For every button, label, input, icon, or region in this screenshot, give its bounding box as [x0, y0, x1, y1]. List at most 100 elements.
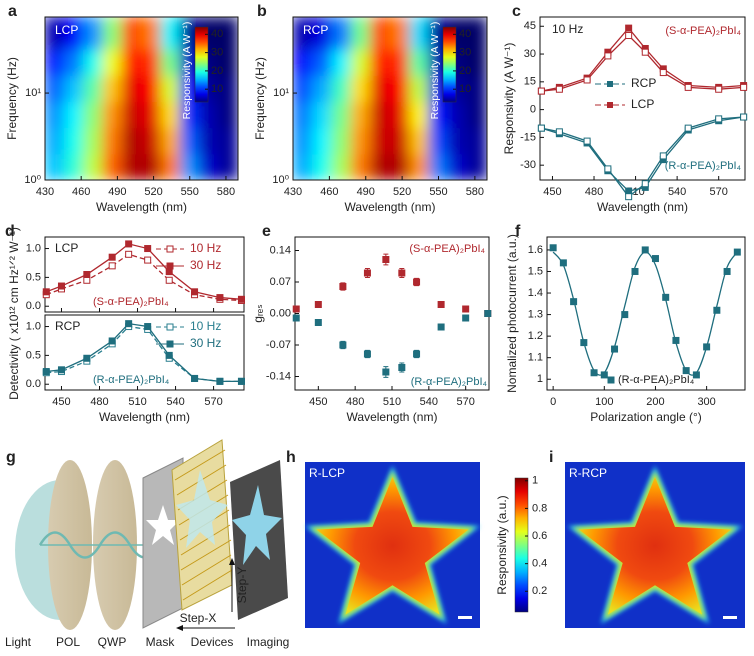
legend-marker [166, 262, 174, 270]
heatmap-cell [370, 127, 391, 155]
series-marker [740, 83, 748, 91]
heatmap-cell [389, 74, 410, 102]
y-tick-label: -15 [520, 131, 536, 143]
heatmap-cell [370, 100, 391, 129]
series-marker [144, 323, 152, 331]
heatmap-cell [311, 100, 333, 129]
heatmap-cell [218, 127, 238, 155]
heatmap-cell [408, 100, 430, 129]
heatmap-cell [311, 17, 333, 50]
y-tick-label: 0 [530, 104, 536, 116]
component-label: Imaging [247, 635, 290, 649]
series-marker [684, 83, 692, 91]
x-tick-label: 520 [144, 186, 162, 198]
heatmap-cell [311, 127, 333, 155]
colorbar [442, 26, 457, 103]
colorbar-tick-label: 40 [459, 28, 471, 40]
y-tick-label: -0.07 [266, 339, 291, 351]
heatmap-cell [63, 17, 85, 50]
series-marker [583, 137, 591, 145]
data-point [570, 298, 578, 306]
plot-frame [546, 236, 746, 391]
heatmap-cell [198, 153, 220, 180]
annotation: (R-α-PEA)₂PbI₄ [618, 374, 695, 386]
y-tick-label: 0.5 [26, 349, 41, 361]
data-point [462, 314, 470, 322]
legend-marker [166, 245, 174, 253]
component-label: Mask [146, 635, 176, 649]
plot-frame [294, 236, 490, 391]
panel-letter: b [257, 3, 267, 20]
series-marker [237, 377, 245, 385]
data-point [398, 364, 406, 371]
y-tick-label: 1.0 [26, 242, 41, 254]
series-marker [125, 320, 133, 328]
heatmap-cell [350, 74, 372, 102]
x-tick-label: 460 [320, 186, 338, 198]
series-marker [659, 152, 667, 160]
heatmap-cell [293, 100, 313, 129]
series-marker [641, 180, 649, 188]
data-point [437, 301, 445, 308]
heatmap-cell [83, 48, 104, 76]
heatmap-cell [408, 153, 430, 180]
x-tick-label: 540 [166, 396, 184, 408]
colorbar-label: Responsivity (A W⁻¹) [429, 22, 441, 120]
y-tick-label: 10¹ [273, 87, 289, 99]
panel-letter: h [286, 449, 296, 466]
x-tick-label: 480 [90, 396, 108, 408]
x-tick-label: 200 [646, 396, 664, 408]
heatmap-cell [408, 74, 430, 102]
chart-title: 10 Hz [552, 22, 583, 36]
heatmap-cell [293, 127, 313, 155]
heatmap-cell [311, 48, 333, 76]
y-tick-label: 1.5 [528, 265, 543, 277]
colorbar-tick-label: 0.8 [532, 502, 547, 514]
series-marker [216, 294, 224, 302]
data-point [549, 244, 557, 252]
heatmap-cell [389, 17, 410, 50]
colorbar-tick-label: 0.4 [532, 558, 547, 570]
x-tick-label: 550 [429, 186, 447, 198]
series-line [541, 116, 744, 198]
y-tick-label: 0.14 [270, 244, 291, 256]
colorbar [514, 477, 529, 613]
heatmap-cell [331, 48, 352, 76]
x-tick-label: 450 [543, 186, 561, 198]
series-line [46, 243, 242, 300]
data-point [672, 336, 680, 344]
heatmap [293, 17, 487, 180]
annotation: (R-α-PEA)₂PbI₄ [411, 376, 488, 388]
series-marker [165, 276, 173, 284]
x-tick-label: 570 [710, 186, 728, 198]
data-point [713, 306, 721, 314]
image-label: R-RCP [569, 466, 607, 480]
data-point [413, 350, 421, 358]
x-tick-label: 540 [420, 396, 438, 408]
panel-letter: a [8, 3, 17, 20]
series-marker [684, 124, 692, 132]
series-marker [537, 124, 545, 132]
plot-frame [44, 314, 245, 391]
data-point [662, 293, 670, 301]
x-tick-label: 460 [72, 186, 90, 198]
heatmap-cell [447, 127, 469, 155]
x-tick-label: 570 [456, 396, 474, 408]
heatmap-cell [179, 153, 200, 180]
x-tick-label: 520 [393, 186, 411, 198]
colorbar-label: Responsivity (A W⁻¹) [181, 22, 193, 120]
series-marker [125, 250, 133, 258]
colorbar-tick-label: 1 [532, 475, 538, 487]
heatmap-cell [350, 153, 372, 180]
component-label: QWP [98, 635, 127, 649]
colorbar-tick-label: 30 [459, 47, 471, 59]
heatmap-cell [121, 48, 142, 76]
heatmap-cell [45, 100, 65, 129]
panel-letter: d [5, 223, 15, 240]
series-marker [83, 271, 91, 278]
star [316, 477, 469, 615]
arrowhead [176, 625, 183, 631]
y-tick-label: 0.00 [270, 307, 291, 319]
series-marker [641, 48, 649, 56]
colorbar-tick-label: 10 [211, 83, 223, 95]
